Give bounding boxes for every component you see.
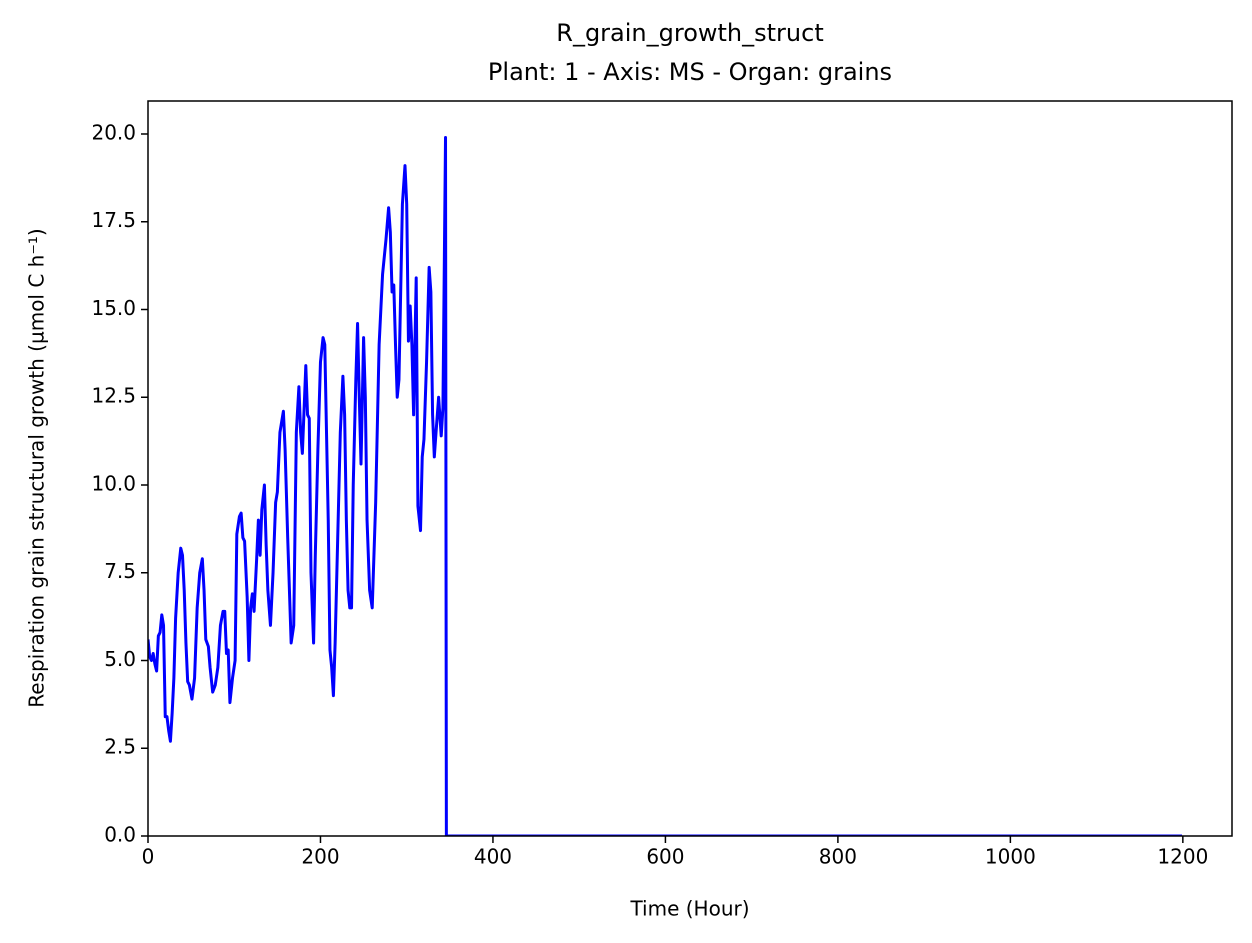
x-tick-label: 1200 [1157,845,1208,869]
y-tick-label: 7.5 [104,559,136,583]
y-tick-label: 0.0 [104,823,136,847]
x-tick-label: 800 [819,845,857,869]
chart-title: R_grain_growth_struct [556,19,823,47]
y-tick-label: 17.5 [91,208,136,232]
y-tick-label: 15.0 [91,296,136,320]
y-tick-label: 12.5 [91,384,136,408]
data-line [148,136,1182,836]
x-tick-label: 600 [646,845,684,869]
y-axis-label: Respiration grain structural growth (µmo… [25,228,49,707]
y-tick-label: 2.5 [104,735,136,759]
y-tick-label: 10.0 [91,471,136,495]
x-axis-label: Time (Hour) [629,897,749,921]
y-tick-label: 5.0 [104,647,136,671]
x-tick-label: 400 [474,845,512,869]
x-tick-label: 1000 [985,845,1036,869]
chart-subtitle: Plant: 1 - Axis: MS - Organ: grains [488,58,892,86]
x-tick-label: 0 [142,845,155,869]
plot-frame [147,100,1233,837]
x-tick-label: 200 [301,845,339,869]
y-tick-label: 20.0 [91,120,136,144]
